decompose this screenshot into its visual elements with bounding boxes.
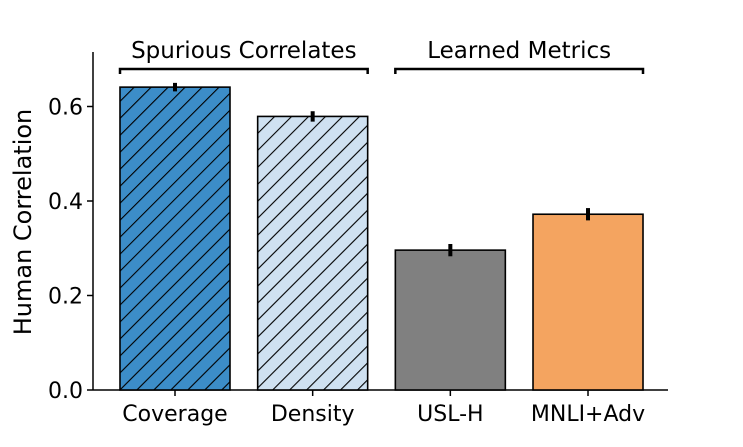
group-brackets: Spurious Correlates Learned Metrics — [118, 38, 645, 74]
bars — [119, 82, 644, 391]
y-tick-label: 0.0 — [48, 379, 83, 404]
bar-hatch — [120, 87, 230, 390]
x-tick-label: Density — [271, 402, 355, 427]
x-tick-label: MNLI+Adv — [531, 402, 645, 427]
y-tick-label: 0.4 — [48, 190, 83, 215]
y-tick-label: 0.6 — [48, 96, 83, 121]
group-bracket — [118, 67, 369, 74]
bar — [533, 214, 644, 390]
bar-hatch — [257, 116, 368, 391]
group-label: Spurious Correlates — [131, 38, 357, 64]
x-tick-label: Coverage — [122, 402, 227, 427]
y-tick-label: 0.2 — [48, 285, 83, 310]
group-bracket — [394, 67, 645, 74]
y-axis: 0.0 0.2 0.4 0.6 — [48, 52, 94, 404]
x-tick-label: USL-H — [417, 402, 483, 427]
group-label: Learned Metrics — [427, 38, 611, 64]
x-axis: Coverage Density USL-H MNLI+Adv — [93, 389, 668, 427]
y-axis-label: Human Correlation — [9, 109, 37, 336]
bar — [395, 250, 506, 390]
